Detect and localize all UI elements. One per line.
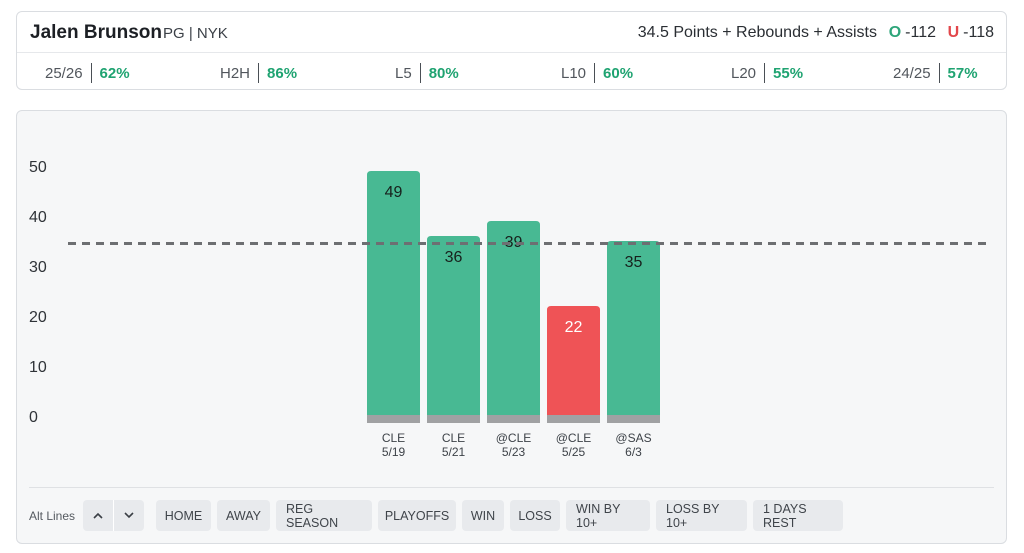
filter-loss-by-10-button[interactable]: LOSS BY 10+: [656, 500, 747, 531]
bar: [487, 221, 540, 416]
x-tick-opponent: @SAS: [615, 431, 651, 445]
game-log-chart: 0102030405049CLE5/1936CLE5/2139@CLE5/232…: [29, 159, 992, 459]
player-prop-header: Jalen Brunson PG | NYK 34.5 Points + Reb…: [16, 11, 1007, 90]
over-odds[interactable]: O -112: [889, 24, 936, 42]
stat-percent: 57%: [947, 64, 978, 82]
stat-percent: 80%: [428, 64, 459, 82]
chevron-up-icon: [93, 512, 103, 519]
stat-percent: 55%: [773, 64, 804, 82]
bar-base: [367, 415, 420, 423]
stat-label: 25/26: [45, 64, 83, 82]
stat-l10[interactable]: L10 60%: [561, 62, 633, 84]
stat-label: L5: [395, 64, 412, 82]
bar-value-label: 36: [445, 249, 463, 266]
under-tag: U: [947, 24, 960, 41]
bar-base: [427, 415, 480, 423]
bar-base: [607, 415, 660, 423]
x-tick-opponent: CLE: [442, 431, 465, 445]
x-tick-date: 5/25: [562, 445, 586, 459]
filter-win-button[interactable]: WIN: [462, 500, 504, 531]
bar-value-label: 39: [505, 234, 523, 251]
stat-percent: 60%: [603, 64, 634, 82]
bar-base: [487, 415, 540, 423]
x-tick-date: 5/19: [382, 445, 406, 459]
bar-value-label: 35: [625, 254, 643, 271]
stat-label: H2H: [220, 64, 251, 82]
x-tick-date: 5/21: [442, 445, 466, 459]
x-tick-opponent: @CLE: [556, 431, 592, 445]
player-name: Jalen Brunson: [30, 22, 162, 43]
header-divider: [17, 52, 1006, 53]
filter-home-button[interactable]: HOME: [156, 500, 211, 531]
alt-line-up-button[interactable]: [83, 500, 113, 531]
bar-base: [547, 415, 600, 423]
stat-separator: [594, 63, 596, 83]
over-odds-value: -112: [905, 24, 936, 41]
alt-lines-label: Alt Lines: [29, 509, 76, 523]
stat-separator: [938, 63, 940, 83]
stat-h2h[interactable]: H2H 86%: [220, 62, 297, 84]
x-tick-opponent: @CLE: [496, 431, 532, 445]
player-position-team: PG | NYK: [163, 25, 228, 42]
stat-l5[interactable]: L5 80%: [395, 62, 459, 84]
stat-label: 24/25: [893, 64, 931, 82]
stat-l20[interactable]: L20 55%: [731, 62, 803, 84]
filter-win-by-10-button[interactable]: WIN BY 10+: [566, 500, 650, 531]
stat-separator: [90, 63, 92, 83]
stat-percent: 86%: [267, 64, 298, 82]
alt-lines-stepper: [83, 500, 144, 531]
game-log-chart-card: 0 10 20 30 40 50 49 CLE 5/19 36 CLE 5/21 39 @CLE 5/23 2…: [16, 110, 1007, 544]
over-tag: O: [888, 24, 902, 41]
stat-label: L10: [561, 64, 587, 82]
y-tick-label: 10: [29, 359, 47, 376]
footer-divider: [29, 487, 994, 488]
filter-loss-button[interactable]: LOSS: [510, 500, 560, 531]
x-tick-date: 5/23: [502, 445, 526, 459]
stat-separator: [419, 63, 421, 83]
prop-line: 34.5 Points + Rebounds + Assists: [637, 24, 877, 41]
bar-value-label: 49: [385, 184, 403, 201]
y-tick-label: 20: [29, 309, 47, 326]
y-tick-label: 0: [29, 409, 38, 426]
bar: [427, 236, 480, 416]
stat-separator: [258, 63, 260, 83]
filter-playoffs-button[interactable]: PLAYOFFS: [378, 500, 456, 531]
filter-rest-days-button[interactable]: 1 DAYS REST: [753, 500, 843, 531]
under-odds[interactable]: U -118: [948, 24, 994, 42]
y-tick-label: 40: [29, 209, 47, 226]
stat-season[interactable]: 25/26 62%: [45, 62, 130, 84]
bar-value-label: 22: [565, 319, 583, 336]
bar: [607, 241, 660, 416]
under-odds-value: -118: [963, 24, 994, 41]
y-tick-label: 50: [29, 159, 47, 176]
stepper-separator: [113, 500, 114, 531]
y-tick-label: 30: [29, 259, 47, 276]
bar: [547, 306, 600, 416]
stat-separator: [764, 63, 766, 83]
x-tick-opponent: CLE: [382, 431, 405, 445]
chevron-down-icon: [124, 512, 134, 519]
stat-percent: 62%: [99, 64, 130, 82]
x-tick-date: 6/3: [625, 445, 642, 459]
stat-last-season[interactable]: 24/25 57%: [893, 62, 978, 84]
alt-line-down-button[interactable]: [114, 500, 144, 531]
filter-reg-season-button[interactable]: REG SEASON: [276, 500, 372, 531]
bar: [367, 171, 420, 416]
stat-label: L20: [731, 64, 757, 82]
filter-away-button[interactable]: AWAY: [217, 500, 270, 531]
